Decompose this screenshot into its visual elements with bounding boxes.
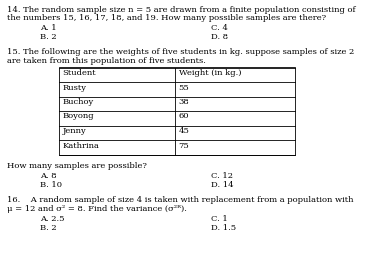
Text: Rusty: Rusty	[63, 83, 87, 92]
Text: D. 14: D. 14	[211, 181, 234, 189]
Text: 60: 60	[179, 113, 189, 120]
Text: C. 12: C. 12	[211, 172, 233, 180]
Text: 45: 45	[179, 127, 190, 135]
Text: the numbers 15, 16, 17, 18, and 19. How many possible samples are there?: the numbers 15, 16, 17, 18, and 19. How …	[7, 15, 326, 23]
Text: 15. The following are the weights of five students in kg. suppose samples of siz: 15. The following are the weights of fiv…	[7, 49, 354, 56]
Text: 75: 75	[179, 141, 189, 149]
Text: A. 8: A. 8	[40, 172, 57, 180]
Text: A. 2.5: A. 2.5	[40, 215, 64, 223]
Bar	[59, 68, 294, 154]
Text: 14. The random sample size n = 5 are drawn from a finite population consisting o: 14. The random sample size n = 5 are dra…	[7, 6, 355, 14]
Text: Weight (in kg.): Weight (in kg.)	[179, 69, 241, 77]
Text: C. 1: C. 1	[211, 215, 228, 223]
Text: Jenny: Jenny	[63, 127, 87, 135]
Text: How many samples are possible?: How many samples are possible?	[7, 162, 147, 171]
Text: 55: 55	[179, 83, 189, 92]
Text: Boyong: Boyong	[63, 113, 94, 120]
Text: A. 1: A. 1	[40, 24, 57, 32]
Text: B. 2: B. 2	[40, 33, 57, 41]
Text: Buchoy: Buchoy	[63, 98, 94, 106]
Text: B. 10: B. 10	[40, 181, 62, 189]
Text: Student: Student	[63, 69, 96, 77]
Text: 16.    A random sample of size 4 is taken with replacement from a population wit: 16. A random sample of size 4 is taken w…	[7, 197, 353, 205]
Text: Kathrina: Kathrina	[63, 141, 100, 149]
Text: D. 8: D. 8	[211, 33, 228, 41]
Text: μ = 12 and σ² = 8. Find the variance (σ²ᴿ).: μ = 12 and σ² = 8. Find the variance (σ²…	[7, 205, 187, 213]
Text: are taken from this population of five students.: are taken from this population of five s…	[7, 57, 206, 65]
Text: B. 2: B. 2	[40, 224, 57, 231]
Text: C. 4: C. 4	[211, 24, 228, 32]
Text: 38: 38	[179, 98, 189, 106]
Text: D. 1.5: D. 1.5	[211, 224, 236, 231]
